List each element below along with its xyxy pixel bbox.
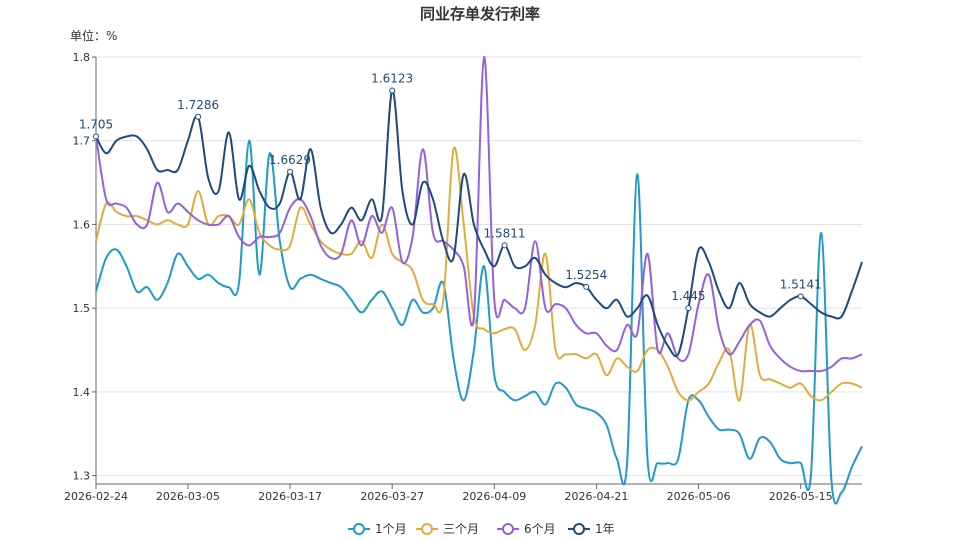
- x-tick-label: 2026-03-27: [360, 490, 424, 503]
- data-label: 1.7286: [177, 98, 219, 112]
- annotations: 1.705 1.7286 1.6629 1.6123 1.5811 1.5254 1.445…: [79, 71, 822, 303]
- data-label: 1.5141: [780, 277, 822, 291]
- data-label: 1.5254: [565, 268, 607, 282]
- data-point-marker: [93, 133, 99, 140]
- legend-label: 1年: [595, 522, 615, 536]
- y-tick-label: 1.8: [73, 51, 91, 64]
- data-point-marker: [583, 283, 590, 290]
- series-line: [95, 55, 863, 373]
- x-tick-label: 2026-05-06: [667, 490, 731, 503]
- data-point-marker: [287, 168, 294, 175]
- data-point-marker: [195, 113, 202, 120]
- y-axis: 1.3 1.4 1.5 1.6 1.7 1.8: [73, 51, 97, 484]
- legend-item[interactable]: 1年: [568, 522, 615, 536]
- data-label: 1.445: [671, 289, 705, 303]
- legend-marker: [502, 523, 514, 535]
- legend-marker: [421, 523, 433, 535]
- x-tick-label: 2026-03-17: [258, 490, 322, 503]
- series-markers: [93, 87, 804, 312]
- y-tick-label: 1.7: [73, 135, 91, 148]
- legend-item[interactable]: 1个月: [348, 522, 407, 536]
- series-line: [95, 139, 863, 505]
- data-point-marker: [685, 305, 692, 312]
- series-lines: [95, 55, 863, 505]
- data-point-marker: [501, 242, 508, 249]
- y-tick-label: 1.4: [73, 386, 91, 399]
- x-tick-label: 2026-05-15: [769, 490, 833, 503]
- grid-lines: [96, 56, 862, 477]
- legend-label: 1个月: [375, 522, 407, 536]
- legend-marker: [353, 523, 365, 535]
- x-tick-label: 2026-03-05: [156, 490, 220, 503]
- legend-marker: [573, 523, 585, 535]
- data-label: 1.6123: [371, 71, 413, 85]
- legend-label: 三个月: [443, 522, 479, 536]
- data-label: 1.6629: [269, 153, 311, 167]
- data-point-marker: [797, 293, 804, 300]
- legend-item[interactable]: 三个月: [416, 522, 479, 536]
- data-label: 1.5811: [484, 226, 526, 240]
- x-tick-label: 2026-04-09: [462, 490, 526, 503]
- series-line: [95, 89, 863, 358]
- data-label: 1.705: [79, 118, 113, 132]
- legend[interactable]: 1个月 三个月 6个月 1年: [348, 522, 615, 536]
- legend-item[interactable]: 6个月: [497, 522, 556, 536]
- chart-title: 同业存单发行利率: [420, 5, 540, 23]
- unit-label: 单位：%: [70, 28, 117, 43]
- x-tick-label: 2026-04-21: [564, 490, 628, 503]
- data-point-marker: [389, 87, 396, 94]
- x-tick-label: 2026-02-24: [64, 490, 128, 503]
- y-tick-label: 1.3: [73, 470, 91, 483]
- legend-label: 6个月: [524, 522, 556, 536]
- x-axis: 2026-02-24 2026-03-05 2026-03-17 2026-03-27…: [64, 483, 862, 503]
- y-tick-label: 1.5: [73, 302, 91, 315]
- y-tick-label: 1.6: [73, 218, 91, 231]
